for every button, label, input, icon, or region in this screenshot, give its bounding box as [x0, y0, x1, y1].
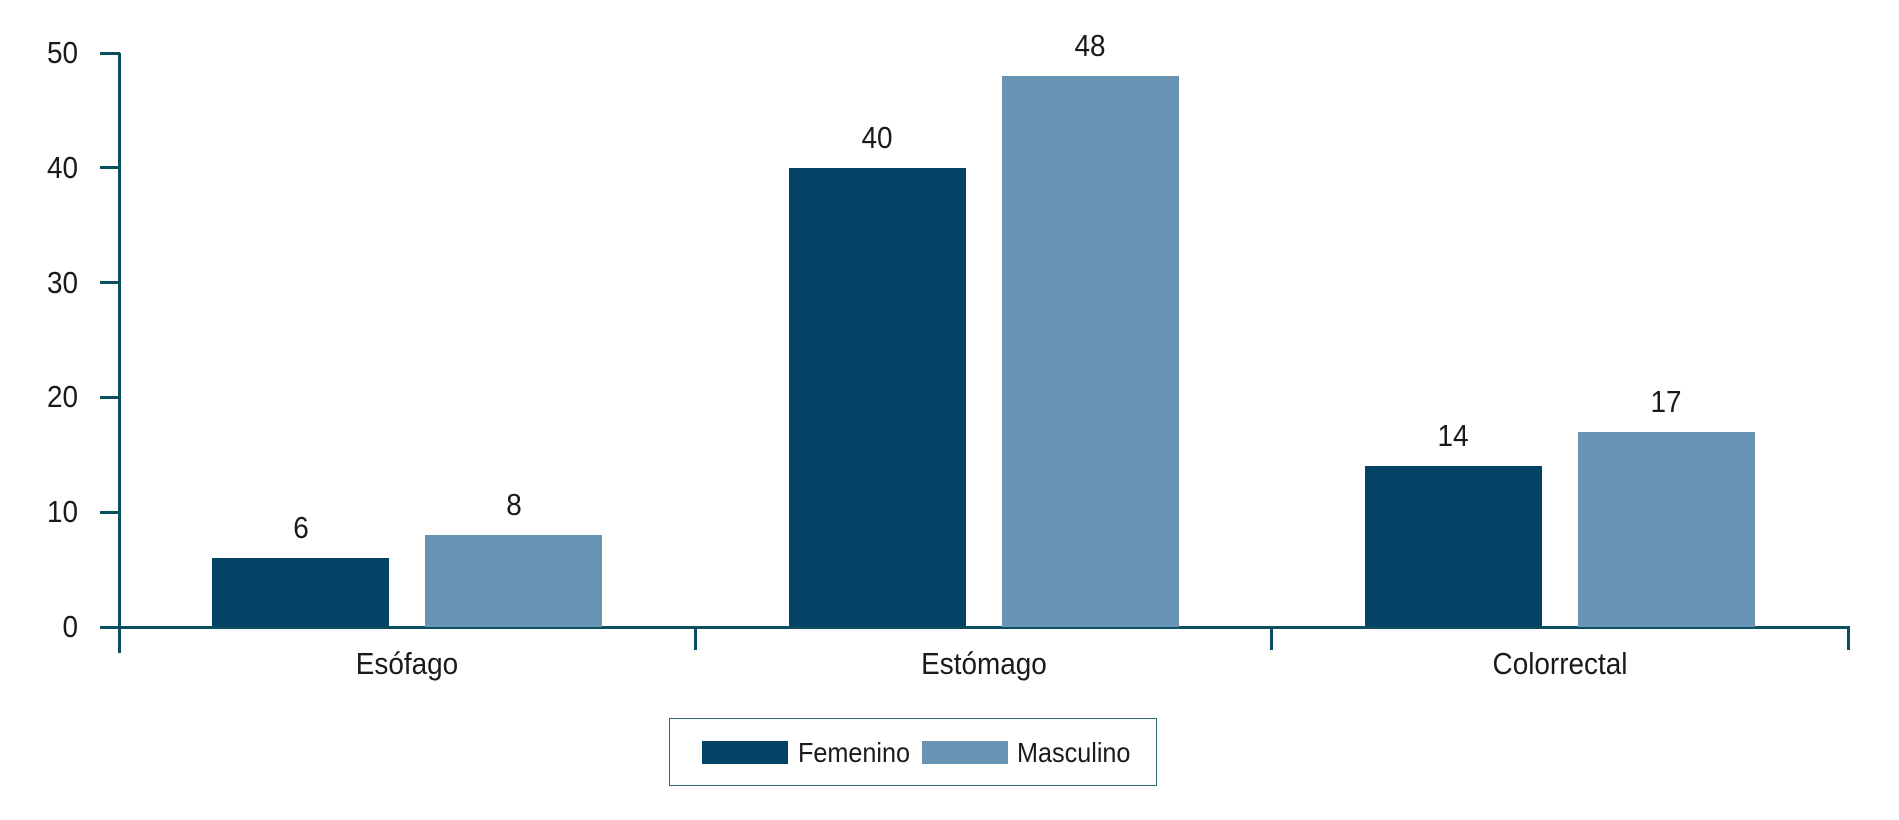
y-tick-mark — [100, 166, 120, 170]
data-label: 48 — [1074, 27, 1106, 63]
data-label: 40 — [861, 119, 893, 155]
y-tick-mark — [100, 625, 120, 629]
bar-masculino-1 — [1001, 75, 1179, 627]
bar-femenino-1 — [788, 167, 966, 627]
x-category-divider — [1846, 627, 1850, 650]
bar-masculino-0 — [425, 535, 603, 627]
x-axis-line — [100, 626, 1850, 629]
y-tick-label: 20 — [46, 379, 78, 415]
x-category-divider — [1270, 627, 1274, 650]
x-category-divider — [117, 627, 121, 650]
data-label: 14 — [1437, 418, 1469, 454]
y-tick-mark — [100, 281, 120, 285]
legend-label-masculino: Masculino — [1017, 737, 1131, 768]
y-tick-label: 40 — [46, 149, 78, 185]
x-category-label: Esófago — [355, 646, 459, 681]
data-label: 17 — [1650, 383, 1682, 419]
y-tick-mark — [100, 510, 120, 514]
x-category-label: Estómago — [920, 646, 1047, 681]
legend-swatch-femenino — [702, 741, 788, 764]
y-tick-mark — [100, 51, 120, 55]
bar-masculino-2 — [1577, 431, 1755, 627]
bar-femenino-2 — [1364, 466, 1542, 627]
y-axis-line — [118, 53, 121, 653]
x-category-divider — [693, 627, 697, 650]
y-tick-label: 50 — [46, 35, 78, 70]
legend-swatch-masculino — [922, 741, 1008, 764]
y-tick-label: 0 — [62, 609, 78, 644]
data-label: 8 — [505, 487, 522, 523]
y-tick-mark — [100, 395, 120, 399]
data-label: 6 — [292, 510, 309, 546]
y-tick-label: 30 — [46, 264, 78, 300]
legend: Femenino Masculino — [669, 718, 1157, 786]
x-category-label: Colorrectal — [1492, 646, 1628, 681]
bar-femenino-0 — [212, 558, 390, 627]
y-tick-label: 10 — [46, 494, 78, 530]
legend-label-femenino: Femenino — [798, 737, 911, 768]
